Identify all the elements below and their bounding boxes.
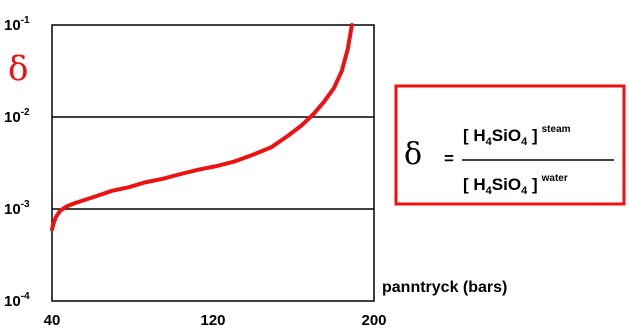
gridlines [52,116,374,210]
x-tick-label: 200 [361,312,386,329]
x-tick-label: 120 [200,312,225,329]
y-axis-label: δ [8,49,28,89]
x-tick-labels: 40 120 200 [44,312,387,329]
formula-border [394,84,626,206]
y-tick-label: 10-3 [4,199,30,218]
formula-numerator: [ H4SiO4 ] steam [463,124,571,148]
formula-delta: δ [404,137,422,172]
formula-box: δ = [ H4SiO4 ] steam [ H4SiO4 ] water [394,84,626,206]
series-line [50,23,354,232]
x-tick-label: 40 [44,312,61,329]
y-tick-label: 10-1 [4,15,30,34]
formula-equals: = [444,149,454,168]
formula-denominator: [ H4SiO4 ] water [463,173,568,197]
y-tick-label: 10-4 [4,291,30,310]
y-tick-label: 10-2 [4,107,30,126]
plot-frame [51,24,375,302]
x-axis-label: panntryck (bars) [382,279,507,296]
y-tick-labels: 10-1 10-2 10-3 10-4 [4,15,30,310]
